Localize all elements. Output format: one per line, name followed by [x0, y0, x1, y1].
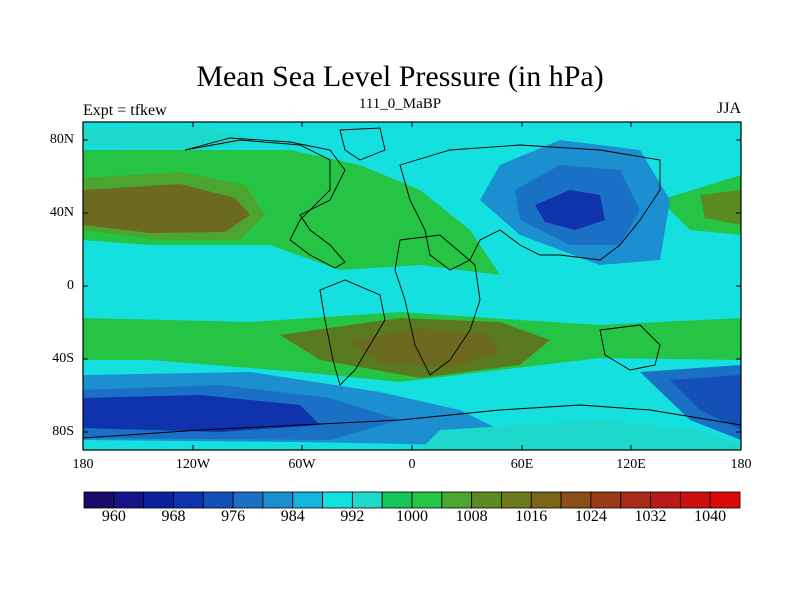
- pressure-field: [83, 122, 741, 450]
- colorbar-label: 976: [221, 508, 246, 525]
- lon-label-120w: 120W: [175, 457, 211, 472]
- season-label: JJA: [716, 100, 741, 117]
- colorbar: [83, 491, 741, 509]
- lon-label-180e: 180: [730, 457, 752, 472]
- colorbar-label: 968: [161, 508, 186, 525]
- colorbar-box: [650, 491, 681, 509]
- lat-label-80n: 80N: [49, 132, 74, 147]
- plot-title: Mean Sea Level Pressure (in hPa): [196, 60, 604, 93]
- colorbar-box: [590, 491, 622, 509]
- lon-label-60w: 60W: [288, 457, 316, 472]
- lat-label-0: 0: [67, 278, 74, 293]
- colorbar-label: 1000: [396, 508, 428, 525]
- contour-arctic-light: [83, 125, 260, 150]
- colorbar-label: 1016: [515, 508, 548, 525]
- colorbar-box: [292, 491, 323, 509]
- tick-marks: [83, 122, 741, 450]
- colorbar-box: [501, 491, 532, 509]
- colorbar-label: 1024: [574, 508, 607, 525]
- colorbar-box: [173, 491, 204, 509]
- colorbar-box: [202, 491, 234, 509]
- contour-pac-high-core: [83, 184, 250, 233]
- contour-antarctic-light: [420, 420, 741, 450]
- colorbar-box: [471, 491, 502, 509]
- colorbar-box: [381, 491, 413, 509]
- lon-label-60e: 60E: [510, 457, 534, 472]
- contour-so-low3: [83, 395, 320, 432]
- lat-label-40s: 40S: [52, 351, 74, 366]
- colorbar-box: [620, 491, 651, 509]
- coast-africa: [394, 234, 481, 376]
- colorbar-label: 1032: [634, 508, 667, 525]
- colorbar-label: 992: [340, 508, 365, 525]
- colorbar-box: [411, 491, 443, 509]
- colorbar-box: [322, 491, 353, 509]
- coast-greenland: [339, 127, 386, 161]
- coast-south-america: [319, 279, 386, 386]
- lon-label-120e: 120E: [616, 457, 646, 472]
- colorbar-box: [143, 491, 174, 509]
- colorbar-box: [232, 491, 264, 509]
- coast-antarctica: [83, 404, 741, 439]
- colorbar-box: [560, 491, 592, 509]
- coast-australia: [599, 324, 661, 371]
- coast-north-america: [184, 137, 346, 269]
- time-label: 111_0_MaBP: [358, 96, 442, 112]
- colorbar-box: [351, 491, 383, 509]
- contour-asia-low3: [535, 190, 605, 230]
- lat-label-40n: 40N: [49, 205, 74, 220]
- coast-eurasia: [399, 144, 661, 271]
- colorbar-box: [83, 491, 115, 509]
- lat-label-80s: 80S: [52, 424, 74, 439]
- colorbar-box: [441, 491, 473, 509]
- experiment-label: Expt = tfkew: [83, 102, 167, 119]
- contour-so-low-east2: [670, 375, 741, 430]
- contour-natl-high: [700, 190, 741, 225]
- colorbar-box: [113, 491, 145, 509]
- colorbar-box: [709, 491, 741, 509]
- colorbar-label: 960: [101, 508, 126, 525]
- lon-label-180w: 180: [72, 457, 94, 472]
- colorbar-label: 1008: [455, 508, 488, 525]
- coastlines: [83, 127, 741, 439]
- lon-label-0: 0: [408, 457, 416, 472]
- contour-sh-high-core: [350, 328, 500, 368]
- colorbar-box: [530, 491, 562, 509]
- colorbar-box: [262, 491, 294, 509]
- colorbar-box: [679, 491, 711, 509]
- colorbar-label: 1040: [694, 508, 727, 525]
- colorbar-label: 984: [280, 508, 305, 525]
